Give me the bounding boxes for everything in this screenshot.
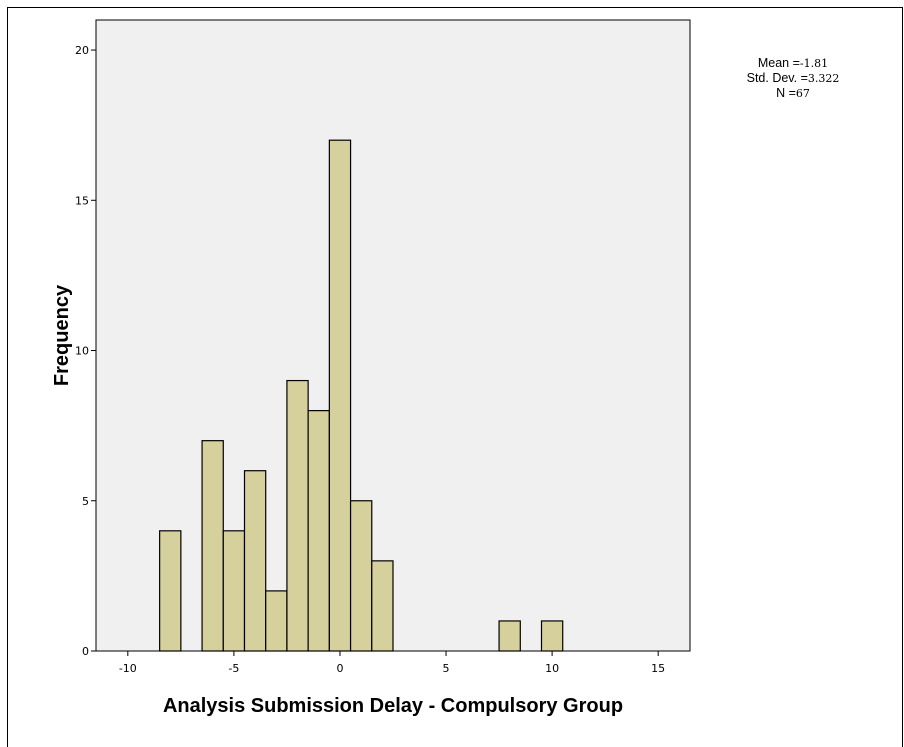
y-tick-label: 5 xyxy=(82,495,89,508)
std-dev-label: Std. Dev. xyxy=(746,71,798,85)
histogram-bar xyxy=(349,500,373,652)
x-tick-label: -5 xyxy=(228,662,239,675)
x-tick-label: -10 xyxy=(119,662,137,675)
bars-group xyxy=(159,139,564,652)
statistics-legend: Mean =-1.81 Std. Dev. =3.322 N =67 xyxy=(728,56,858,101)
histogram-bar xyxy=(498,620,521,652)
histogram-bar xyxy=(540,620,564,652)
mean-label: Mean xyxy=(757,56,790,70)
histogram-bar xyxy=(328,139,352,652)
x-tick-label: 15 xyxy=(651,662,665,675)
x-tick-label: 10 xyxy=(545,662,559,675)
histogram-bar xyxy=(286,379,309,652)
x-axis-title: Analysis Submission Delay - Compulsory G… xyxy=(163,695,623,717)
x-axis: -10 -5 0 5 10 15 xyxy=(119,651,665,675)
y-tick-label: 20 xyxy=(75,44,89,57)
histogram-bar xyxy=(307,410,330,652)
histogram-bar xyxy=(371,560,394,652)
histogram-bar xyxy=(265,590,288,652)
histogram-bar xyxy=(159,530,182,652)
mean-stat: Mean =-1.81 xyxy=(757,56,829,70)
histogram-bar xyxy=(222,530,246,652)
x-tick-label: 0 xyxy=(336,662,343,675)
histogram-bar xyxy=(243,470,267,652)
n-value: 67 xyxy=(795,87,810,100)
std-dev-value: 3.322 xyxy=(807,72,840,85)
y-axis-title: Frequency xyxy=(51,284,73,386)
y-tick-label: 0 xyxy=(82,645,89,658)
n-label: N xyxy=(776,86,786,100)
histogram-bar xyxy=(201,440,224,652)
x-tick-label: 5 xyxy=(443,662,450,675)
plot-area xyxy=(95,19,691,652)
std-dev-stat: Std. Dev. =3.322 xyxy=(746,71,840,85)
y-tick-label: 15 xyxy=(75,194,89,207)
n-stat: N =67 xyxy=(776,86,810,100)
mean-value: -1.81 xyxy=(799,57,829,70)
y-axis: 0 5 10 15 20 xyxy=(75,44,96,658)
y-tick-label: 10 xyxy=(75,345,89,358)
chart-frame xyxy=(7,7,903,747)
